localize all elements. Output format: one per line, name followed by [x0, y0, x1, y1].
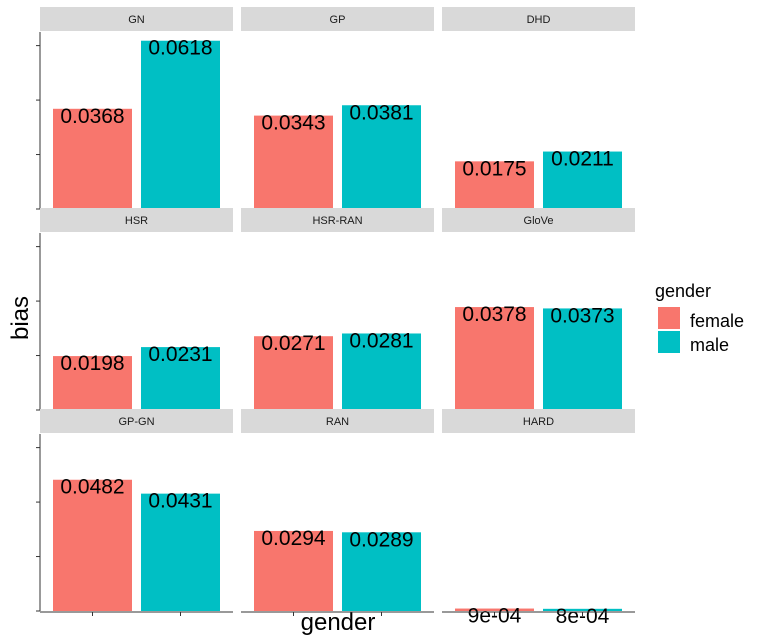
data-label: 0.0368 — [60, 105, 124, 128]
facet-dhd: DHD 0.0175 0.0211 — [442, 7, 635, 209]
bar-male — [141, 347, 220, 410]
facet-strip — [442, 409, 635, 433]
bar-female — [455, 307, 534, 410]
data-label: 0.0431 — [148, 490, 212, 513]
bar-female — [53, 479, 132, 611]
bar-female — [254, 336, 333, 410]
legend-swatch-male — [658, 331, 680, 353]
facet-strip — [241, 208, 434, 232]
legend-swatch-female — [658, 307, 680, 329]
facet-hsr-ran: HSR-RAN 0.0271 0.0281 — [241, 208, 434, 410]
facet-gp: GP 0.0343 0.0381 — [241, 7, 434, 209]
bar-female — [455, 161, 534, 209]
data-label: 0.0294 — [261, 527, 326, 550]
facet-strip — [442, 7, 635, 31]
facet-gp-gn: GP-GN 0.0482 0.0431 — [36, 409, 233, 616]
facet-glove: GloVe 0.0378 0.0373 — [442, 208, 635, 410]
bar-male — [141, 40, 220, 210]
data-label: 0.0198 — [60, 352, 124, 375]
facet-strip — [442, 208, 635, 232]
facet-strip-label: GloVe — [524, 215, 554, 227]
legend: gender female male — [655, 281, 744, 355]
facet-strip-label: HSR — [125, 215, 148, 227]
data-label: 0.0271 — [261, 332, 325, 355]
legend-label-female: female — [690, 311, 744, 331]
y-axis-title: bias — [7, 296, 34, 340]
x-axis-title: gender — [301, 609, 376, 636]
facet-strip-label: RAN — [326, 416, 349, 428]
legend-title: gender — [655, 281, 711, 301]
facet-strip-label: HARD — [523, 416, 554, 428]
facet-panels: GN 0.0368 0.0618 GP 0.0343 0.0381 DHD 0.0175 0.0… — [36, 7, 635, 628]
bar-male — [342, 333, 421, 410]
bar-male — [141, 493, 220, 611]
data-label: 0.0618 — [148, 37, 212, 60]
facet-strip-label: HSR-RAN — [312, 215, 362, 227]
facet-hsr: HSR 0.0198 0.0231 — [36, 208, 233, 411]
facet-strip-label: GP — [330, 14, 346, 26]
bar-male — [342, 105, 421, 209]
bar-male — [342, 532, 421, 611]
facet-strip — [241, 7, 434, 31]
bar-female — [254, 530, 333, 611]
bar-female — [455, 608, 534, 611]
data-label: 0.0211 — [551, 148, 614, 171]
data-label: 0.0381 — [349, 101, 413, 124]
data-label: 0.0281 — [349, 329, 413, 352]
facet-strip-label: GN — [128, 14, 145, 26]
facet-gn: GN 0.0368 0.0618 — [36, 7, 233, 210]
bar-female — [254, 115, 333, 209]
bar-male — [543, 308, 622, 410]
facet-strip-label: DHD — [527, 14, 551, 26]
legend-label-male: male — [690, 335, 729, 355]
data-label: 0.0343 — [261, 112, 325, 135]
facet-strip — [40, 7, 233, 31]
data-label: 0.0482 — [60, 476, 124, 499]
bar-female — [53, 108, 132, 209]
facet-ran: RAN 0.0294 0.0289 — [241, 409, 434, 616]
facet-strip — [40, 208, 233, 232]
data-label: 0.0175 — [462, 157, 526, 180]
facet-strip — [241, 409, 434, 433]
bar-male — [543, 608, 622, 611]
bar-male — [543, 151, 622, 209]
data-label: 0.0373 — [550, 304, 614, 327]
data-label: 8e-04 — [556, 605, 610, 628]
data-label: 0.0378 — [462, 303, 526, 326]
facet-strip-label: GP-GN — [118, 416, 154, 428]
bar-female — [53, 356, 132, 410]
facet-strip — [40, 409, 233, 433]
data-label: 9e-04 — [468, 605, 522, 628]
data-label: 0.0231 — [148, 343, 212, 366]
facet-hard: HARD 9e-04 8e-04 — [442, 409, 635, 628]
data-label: 0.0289 — [349, 528, 413, 551]
